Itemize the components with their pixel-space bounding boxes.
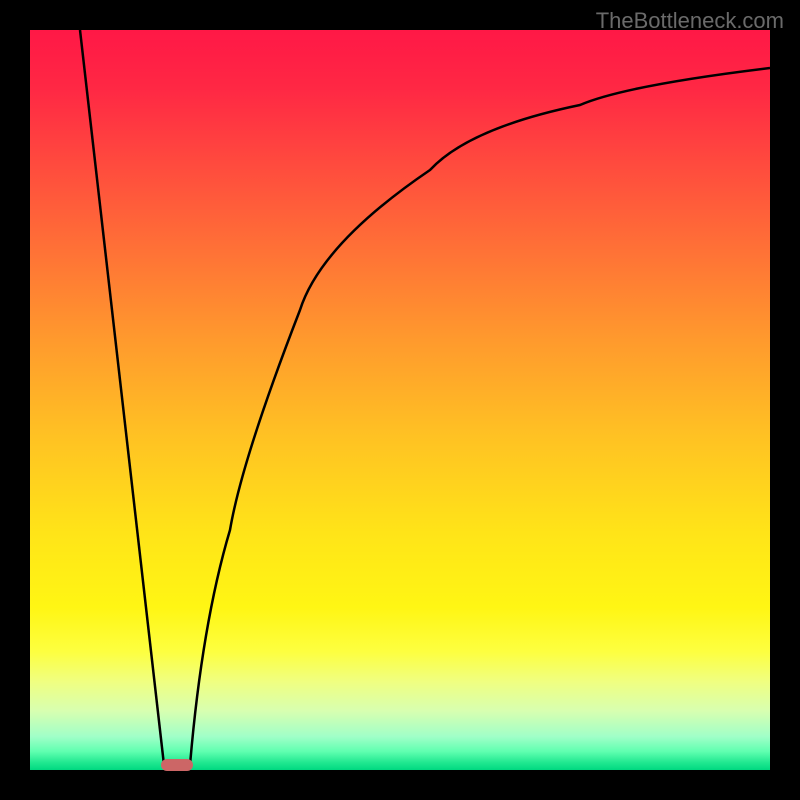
bottleneck-curves (30, 30, 770, 770)
left-descent-line (80, 30, 164, 765)
right-ascent-curve (190, 68, 770, 765)
optimal-marker (161, 759, 193, 771)
chart-container: TheBottleneck.com (0, 0, 800, 800)
watermark-text: TheBottleneck.com (596, 8, 784, 34)
plot-area (30, 30, 770, 770)
